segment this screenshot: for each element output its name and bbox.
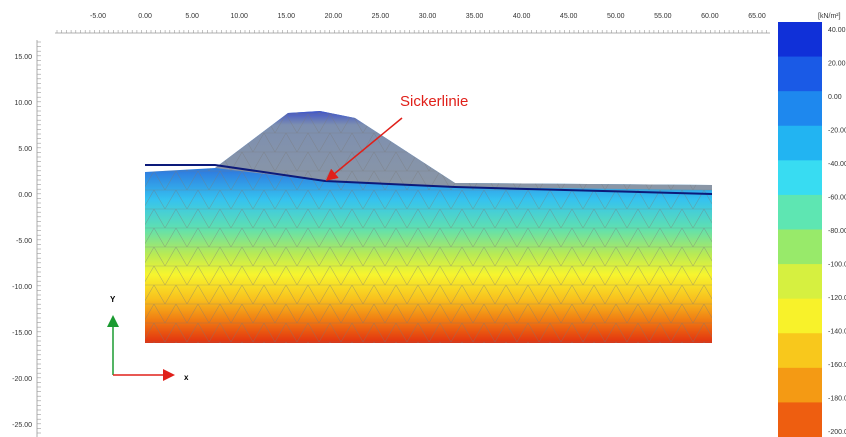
y-ruler-label: -5.00: [16, 238, 32, 245]
legend-label: -60.00: [828, 194, 846, 201]
legend-label: 0.00: [828, 94, 842, 101]
x-ruler-label: 10.00: [230, 13, 248, 20]
legend-label: -120.00: [828, 295, 846, 302]
mesh: [145, 111, 712, 343]
x-ruler-label: 20.00: [325, 13, 343, 20]
legend-band: [778, 160, 822, 195]
y-ruler-label: 15.00: [14, 54, 32, 61]
y-axis-label: Y: [110, 295, 116, 304]
model: Sickerlinie: [145, 93, 712, 343]
y-ruler-label: 10.00: [14, 100, 32, 107]
legend-label: -180.00: [828, 395, 846, 402]
viewer: -5.00 0.00 5.00 10.00 15.00 20.00 25.00 30.00 35…: [0, 0, 846, 437]
x-ruler-label: 5.00: [185, 13, 199, 20]
x-ruler-label: 35.00: [466, 13, 484, 20]
legend-label: -80.00: [828, 228, 846, 235]
x-ruler-label: 15.00: [278, 13, 296, 20]
x-ruler-label: 45.00: [560, 13, 578, 20]
legend-band: [778, 368, 822, 403]
legend-band: [778, 230, 822, 265]
legend-band: [778, 22, 822, 57]
x-ruler-label: 60.00: [701, 13, 719, 20]
x-ruler-label: 50.00: [607, 13, 625, 20]
legend-band: [778, 333, 822, 368]
y-ruler-label: -10.00: [12, 284, 32, 291]
y-ruler-label: 0.00: [18, 192, 32, 199]
y-ruler-label: -25.00: [12, 422, 32, 429]
x-ruler-label: 30.00: [419, 13, 437, 20]
y-ruler-label: -20.00: [12, 376, 32, 383]
legend-band: [778, 57, 822, 92]
legend-band: [778, 264, 822, 299]
legend-band: [778, 126, 822, 161]
legend-unit: [kN/m²]: [818, 13, 841, 20]
legend-band: [778, 91, 822, 126]
legend: [kN/m²] 40.00 20.00 0.00 -20.00 -40.00 -60.00…: [778, 13, 846, 437]
x-ruler-label: 40.00: [513, 13, 531, 20]
legend-band: [778, 402, 822, 437]
x-ruler-label: 25.00: [372, 13, 390, 20]
x-axis-label: x: [184, 373, 189, 382]
legend-label: -20.00: [828, 127, 846, 134]
ruler-y: 15.00 10.00 5.00 0.00 -5.00 -10.00 -15.00 -20.0…: [12, 40, 41, 437]
legend-label: 20.00: [828, 60, 846, 67]
legend-label: -140.00: [828, 328, 846, 335]
legend-band: [778, 195, 822, 230]
legend-label: 40.00: [828, 27, 846, 34]
legend-label: -200.00: [828, 429, 846, 436]
y-ruler-label: -15.00: [12, 330, 32, 337]
legend-label: -100.00: [828, 261, 846, 268]
ruler-x: -5.00 0.00 5.00 10.00 15.00 20.00 25.00 30.00 35…: [55, 13, 770, 33]
annotation: Sickerlinie: [400, 93, 468, 110]
x-ruler-label: 55.00: [654, 13, 672, 20]
legend-label: -40.00: [828, 161, 846, 168]
x-ruler-label: -5.00: [90, 13, 106, 20]
x-ruler-label: 0.00: [138, 13, 152, 20]
x-ruler-label: 65.00: [748, 13, 766, 20]
y-ruler-label: 5.00: [18, 146, 32, 153]
legend-label: -160.00: [828, 362, 846, 369]
legend-band: [778, 299, 822, 334]
